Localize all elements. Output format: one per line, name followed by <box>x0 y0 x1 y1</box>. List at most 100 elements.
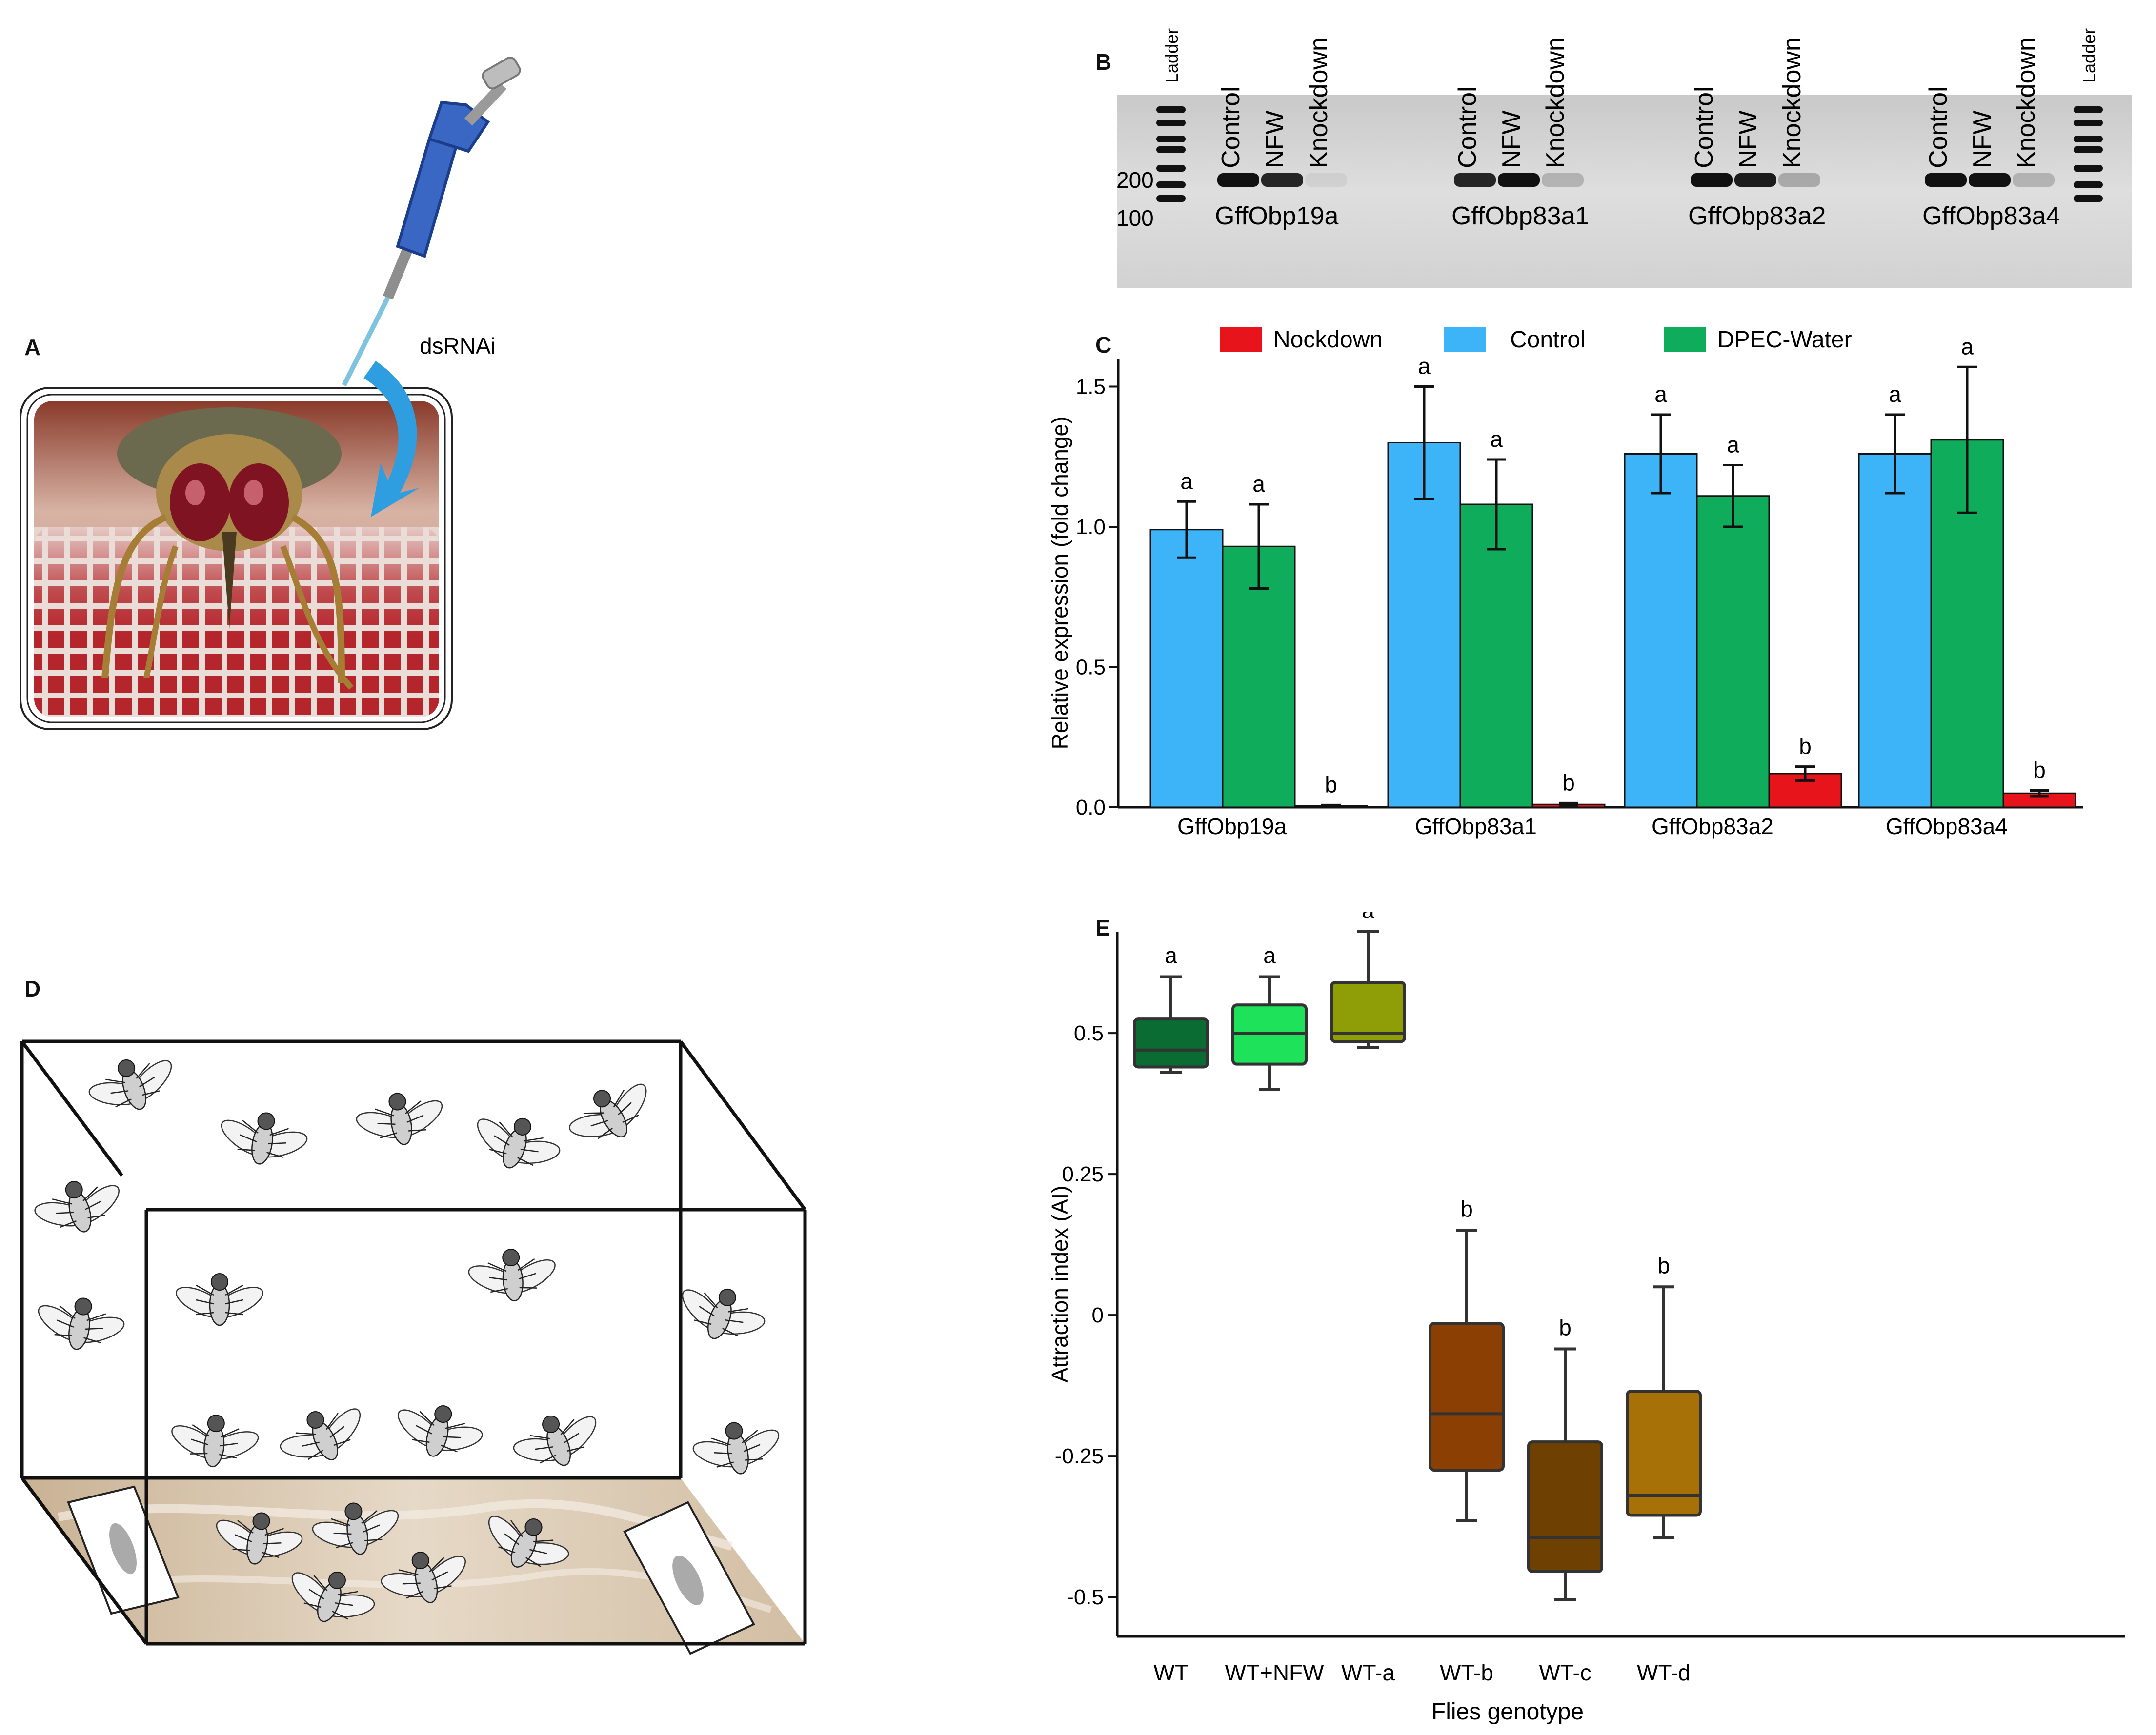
bar-category-label: GffObp83a1 <box>1415 814 1537 839</box>
box <box>1330 981 1406 1043</box>
gel-lane-label: Control <box>1453 86 1482 168</box>
gel-lane-label: NFW <box>1734 111 1762 168</box>
attraction-box-plot: 0.5 0.25 0 -0.25 -0.5 Attraction index (AI) Fl… <box>1047 912 2125 1725</box>
gel-lane-label: Knockdown <box>2012 37 2040 168</box>
box-y-tick-label: 0.5 <box>1074 1021 1104 1045</box>
box-x-axis-label: Flies genotype <box>1431 1699 1584 1725</box>
panel-e-letter: E <box>1095 915 1110 940</box>
gel-band <box>1542 173 1584 187</box>
box-y-axis-label: Attraction index (AI) <box>1047 1186 1072 1383</box>
cage-wireframe <box>20 1039 807 1646</box>
panel-d-letter: D <box>24 976 41 1001</box>
odour-trap-right-icon <box>623 1501 755 1655</box>
gel-background <box>1117 95 2132 288</box>
significance-letter: a <box>1418 354 1431 379</box>
gel-lane-label: Control <box>1690 86 1718 168</box>
gel-band <box>1498 173 1540 187</box>
panel-c-letter: C <box>1095 332 1112 358</box>
box-y-tick-label: 0.25 <box>1062 1162 1104 1186</box>
fly-icon <box>692 1422 780 1475</box>
bar-y-tick-label: 1.5 <box>1076 375 1106 399</box>
panel-a-letter: A <box>24 335 41 360</box>
box <box>1133 1017 1209 1069</box>
fly-icon <box>176 1273 263 1326</box>
fly-icon <box>569 1083 647 1139</box>
gel-ladder-band <box>1156 165 1186 172</box>
flies-group <box>34 1059 780 1622</box>
gel-lane-label: NFW <box>1968 111 1996 168</box>
gel-lane-label: Knockdown <box>1305 37 1333 168</box>
fly-icon <box>291 1571 375 1622</box>
significance-letter: a <box>1263 942 1276 968</box>
panel-a-illustration: dsRNAi <box>20 57 521 730</box>
fly-photo-inner-frame <box>26 394 446 723</box>
bar-category-label: GffObp83a4 <box>1886 814 2008 839</box>
gel-ladder-band <box>2074 120 2103 126</box>
significance-letter: a <box>1889 381 1901 407</box>
fly-icon <box>488 1516 569 1568</box>
fly-icon <box>468 1249 556 1302</box>
bar-y-tick-label: 0.0 <box>1076 796 1106 819</box>
box-y-tick-label: -0.25 <box>1055 1444 1104 1468</box>
gel-gene-label: GffObp83a1 <box>1451 202 1589 230</box>
box-category-label: WT-c <box>1539 1660 1591 1685</box>
gel-ladder-band <box>1156 136 1186 142</box>
box <box>1429 1322 1505 1472</box>
cage-diagram <box>20 1039 807 1655</box>
box <box>1527 1440 1603 1574</box>
significance-letter: b <box>1325 772 1337 797</box>
significance-letter: b <box>1559 1315 1572 1340</box>
gel-gene-label: GffObp19a <box>1215 202 1339 230</box>
fly-icon <box>312 1502 399 1555</box>
gel-image: Ladder Ladder GffObp19a Control NFW Knockdown… <box>1116 28 2132 288</box>
gel-lane-label: Knockdown <box>1778 37 1806 168</box>
gel-lane-label: Control <box>1217 86 1245 168</box>
significance-letter: a <box>1252 471 1265 497</box>
fly-icon <box>477 1117 561 1169</box>
significance-letter: a <box>1727 432 1739 458</box>
bar-y-axis-label: Relative expression (fold change) <box>1047 417 1072 750</box>
bar-category-label: GffObp83a2 <box>1652 814 1773 839</box>
fly-icon <box>34 1181 120 1233</box>
gel-marker-200: 200 <box>1116 167 1154 193</box>
pipette-icon <box>342 57 521 387</box>
box-y-tick-label: -0.5 <box>1067 1585 1104 1609</box>
dsrnai-label: dsRNAi <box>420 333 496 359</box>
bar <box>1222 545 1296 808</box>
significance-letter: a <box>1180 468 1193 494</box>
fly-icon <box>221 1112 308 1165</box>
gel-lane-label: Knockdown <box>1541 37 1570 168</box>
gel-band <box>1969 173 2011 187</box>
gel-band <box>1778 173 1820 187</box>
gel-lane-label: Control <box>1924 86 1953 168</box>
fly-icon <box>88 1059 172 1110</box>
gel-ladder-band <box>1156 146 1186 153</box>
bar <box>1387 442 1461 808</box>
significance-letter: b <box>1799 734 1812 759</box>
gel-band <box>1261 173 1303 187</box>
fly-photo-outer-frame <box>20 387 453 730</box>
fly-icon <box>381 1552 466 1603</box>
gel-gene-label: GffObp83a2 <box>1688 202 1826 230</box>
gel-band <box>1925 173 1967 187</box>
gel-band <box>1305 173 1347 187</box>
gel-ladder-band <box>1156 106 1186 113</box>
gel-ladder-band <box>2074 136 2103 142</box>
box <box>1626 1390 1702 1517</box>
panel-b-letter: B <box>1095 49 1112 75</box>
gel-ladder-label: Ladder <box>2079 28 2099 83</box>
gel-gene-label: GffObp83a4 <box>1922 202 2060 230</box>
box-y-tick-label: 0 <box>1092 1303 1104 1327</box>
gel-band <box>1217 173 1259 187</box>
fly-icon <box>38 1297 125 1350</box>
significance-letter: a <box>1362 912 1374 923</box>
gel-band <box>1454 173 1496 187</box>
fly-icon <box>280 1408 361 1460</box>
fly-icon <box>398 1405 483 1457</box>
significance-letter: a <box>1961 334 1974 359</box>
box-category-label: WT+NFW <box>1225 1660 1324 1685</box>
bar <box>1696 495 1770 808</box>
box-category-label: WT-b <box>1440 1660 1493 1685</box>
gel-ladder-band <box>1156 195 1186 202</box>
